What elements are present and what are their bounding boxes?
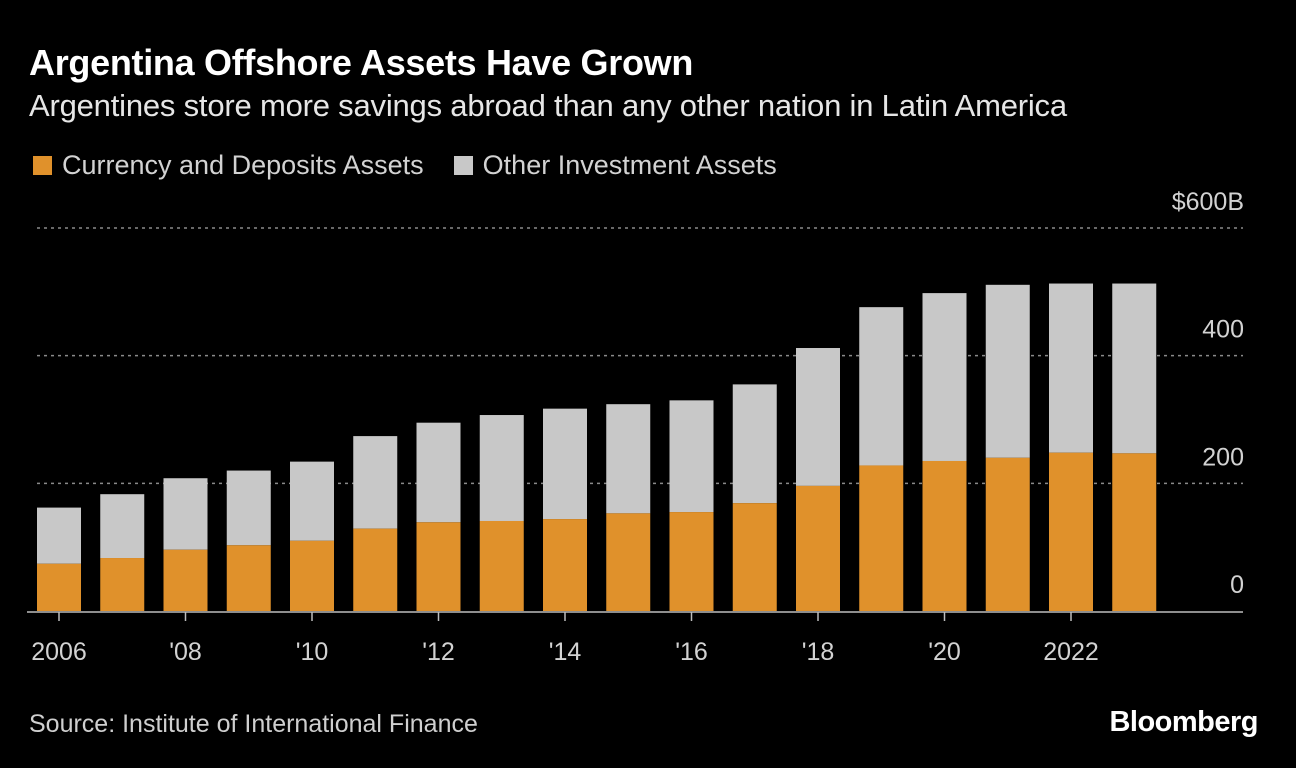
bloomberg-logo: Bloomberg [1109, 706, 1258, 738]
bar-other-investment-2022 [1049, 283, 1093, 453]
bar-other-investment-2020 [922, 293, 967, 461]
chart-subtitle: Argentines store more savings abroad tha… [29, 88, 1067, 123]
bar-currency-deposits-2017 [732, 503, 777, 611]
bar-other-investment-2013 [479, 415, 524, 521]
bar-currency-deposits-2023 [1112, 453, 1157, 611]
bar-other-investment-2008 [163, 478, 208, 550]
legend-swatch-other-investment [453, 156, 473, 175]
x-tick-label-2022: 2022 [1043, 638, 1099, 666]
legend: Currency and Deposits Assets Other Inves… [33, 150, 807, 181]
y-tick-label-200: 200 [1202, 443, 1244, 471]
bar-other-investment-2014 [543, 408, 587, 520]
legend-label-currency-deposits: Currency and Deposits Assets [62, 150, 424, 180]
x-tick-label-'18: '18 [802, 638, 835, 666]
bar-currency-deposits-2022 [1049, 452, 1093, 611]
bar-currency-deposits-2018 [796, 485, 840, 611]
bar-currency-deposits-2012 [416, 522, 461, 611]
legend-item-other-investment: Other Investment Assets [453, 150, 777, 181]
bar-currency-deposits-2019 [859, 465, 904, 611]
source-note: Source: Institute of International Finan… [29, 710, 478, 738]
x-tick-label-'12: '12 [422, 638, 455, 666]
bar-currency-deposits-2007 [100, 558, 145, 611]
x-tick-label-'14: '14 [549, 638, 582, 666]
bar-currency-deposits-2013 [479, 520, 524, 611]
y-tick-label-600: $600B [1172, 188, 1244, 216]
bar-currency-deposits-2015 [606, 513, 651, 611]
bar-other-investment-2010 [290, 461, 334, 541]
bar-other-investment-2012 [416, 422, 461, 523]
chart-title: Argentina Offshore Assets Have Grown [29, 42, 694, 83]
x-tick-label-'10: '10 [296, 638, 329, 666]
bar-currency-deposits-2010 [290, 540, 334, 611]
bar-other-investment-2017 [732, 384, 777, 504]
bar-other-investment-2023 [1112, 283, 1157, 454]
bar-other-investment-2011 [353, 436, 398, 529]
legend-item-currency-deposits: Currency and Deposits Assets [33, 150, 424, 181]
bar-other-investment-2019 [859, 307, 904, 466]
bar-currency-deposits-2009 [226, 545, 271, 611]
bar-other-investment-2009 [226, 470, 271, 546]
bar-other-investment-2015 [606, 404, 651, 514]
bar-other-investment-2018 [796, 348, 840, 486]
legend-label-other-investment: Other Investment Assets [482, 150, 777, 180]
bar-currency-deposits-2020 [922, 460, 967, 611]
bar-other-investment-2006 [37, 507, 81, 564]
bar-currency-deposits-2006 [37, 563, 81, 611]
bar-currency-deposits-2011 [353, 528, 398, 611]
y-tick-label-400: 400 [1202, 316, 1244, 344]
x-tick-label-2006: 2006 [31, 638, 87, 666]
x-tick-label-'20: '20 [928, 638, 961, 666]
bar-currency-deposits-2021 [985, 457, 1030, 611]
legend-swatch-currency-deposits [33, 156, 52, 175]
x-tick-label-'16: '16 [675, 638, 708, 666]
bar-currency-deposits-2016 [669, 512, 714, 611]
y-tick-label-0: 0 [1230, 571, 1244, 599]
x-tick-label-'08: '08 [169, 638, 202, 666]
bar-other-investment-2007 [100, 494, 145, 559]
bar-currency-deposits-2008 [163, 549, 208, 611]
bar-other-investment-2016 [669, 400, 714, 513]
bar-currency-deposits-2014 [543, 519, 587, 611]
bar-other-investment-2021 [985, 284, 1030, 458]
